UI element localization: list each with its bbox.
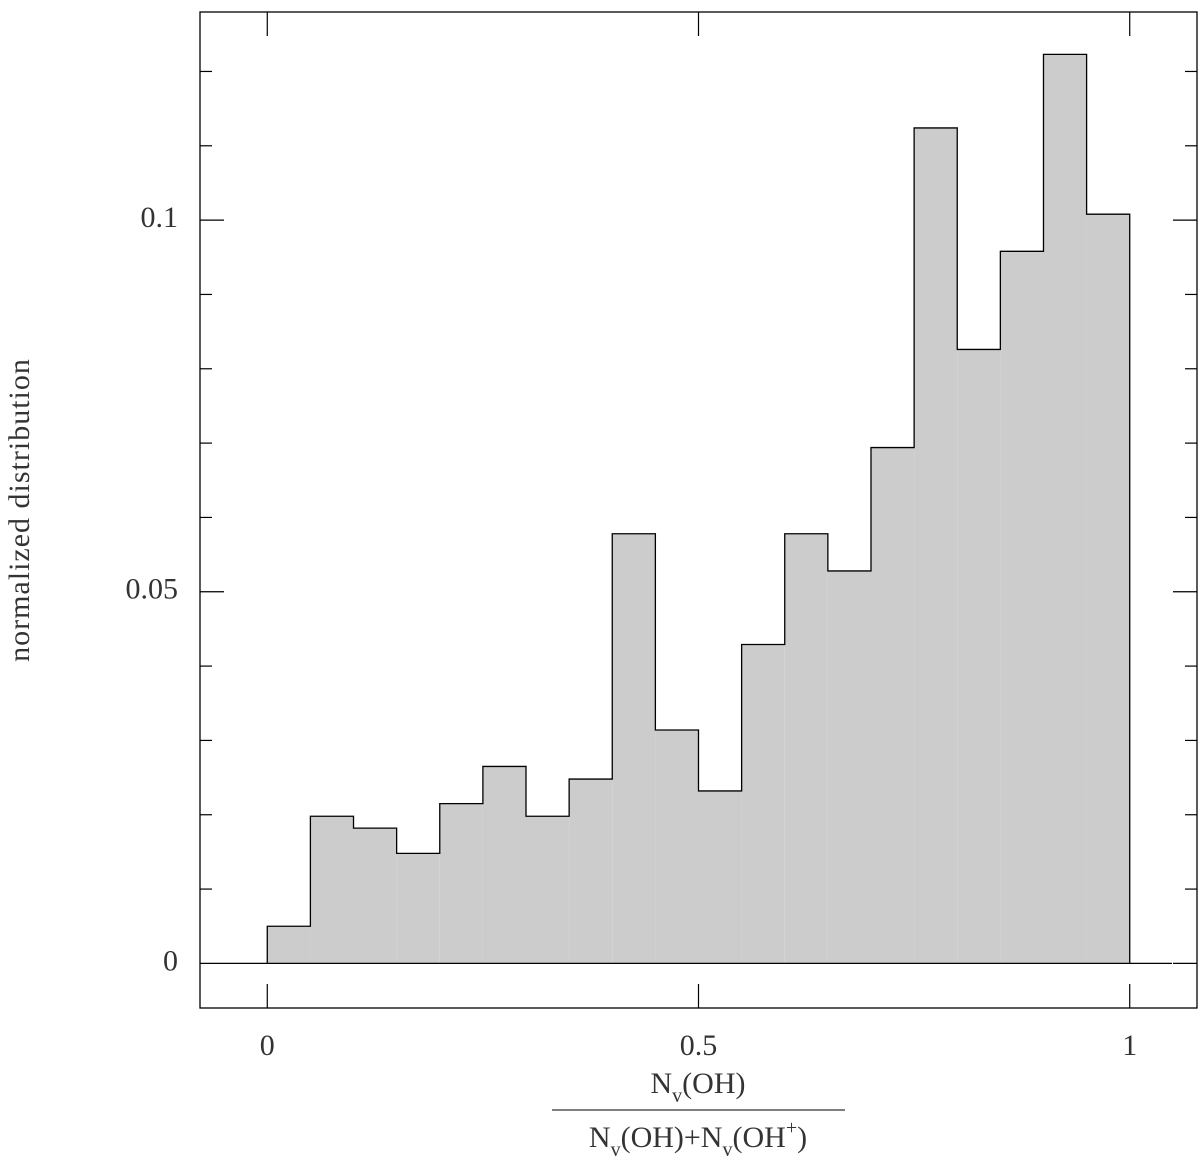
- x-axis-label-part: +: [786, 1117, 797, 1139]
- bar: [310, 816, 354, 964]
- x-axis-label-denominator: Nv(OH)+Nv(OH+): [589, 1117, 807, 1161]
- bar: [569, 779, 613, 964]
- x-tick-label: 1: [1122, 1029, 1137, 1062]
- bar: [827, 570, 871, 964]
- bar: [1043, 54, 1087, 964]
- bar: [698, 790, 742, 964]
- bar: [526, 816, 570, 964]
- y-tick-label: 0.05: [126, 573, 179, 606]
- histogram-outline: [266, 53, 1131, 964]
- x-tick-label: 0: [260, 1029, 275, 1062]
- x-axis-label-part: v: [672, 1085, 682, 1107]
- bar: [914, 127, 958, 964]
- bar: [870, 447, 915, 964]
- bar: [439, 803, 483, 964]
- bar: [1086, 214, 1130, 964]
- bar: [1000, 251, 1044, 964]
- bar: [741, 644, 785, 964]
- x-axis-label-part: N: [651, 1067, 673, 1100]
- x-axis-label-part: N: [589, 1121, 611, 1154]
- x-axis-label-part: v: [611, 1139, 621, 1161]
- bar: [396, 853, 440, 964]
- x-axis-label-part: (OH: [732, 1121, 785, 1154]
- y-tick-label: 0: [163, 944, 178, 977]
- y-axis-label: normalized distribution: [3, 358, 36, 662]
- bar: [655, 730, 699, 964]
- x-axis-label-part: (OH): [682, 1067, 745, 1100]
- x-tick-label: 0.5: [680, 1029, 718, 1062]
- bar: [482, 766, 527, 964]
- x-axis-label-part: (OH)+N: [621, 1121, 723, 1154]
- bar: [353, 828, 397, 964]
- x-axis-label-numerator: Nv(OH): [651, 1067, 746, 1107]
- bar: [784, 533, 828, 964]
- bar: [267, 926, 311, 964]
- bar: [957, 349, 1001, 964]
- bar: [612, 533, 656, 964]
- x-axis-label-part: v: [722, 1139, 732, 1161]
- x-axis-label-part: ): [797, 1121, 807, 1154]
- y-tick-label: 0.1: [141, 201, 179, 234]
